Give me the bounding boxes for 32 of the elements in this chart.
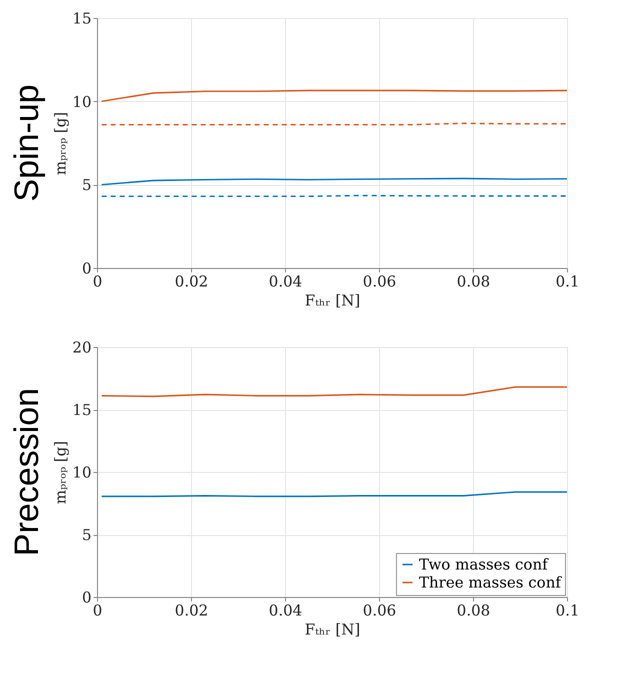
x-tick-label: 0.1	[556, 602, 580, 620]
line-series	[101, 386, 568, 398]
y-tick-label: 0	[82, 260, 92, 278]
legend-label: Two masses conf	[419, 556, 550, 574]
x-axis-title: Fₜₕᵣ [N]	[304, 620, 360, 638]
x-tick-label: 0.08	[456, 602, 490, 620]
line-series	[101, 178, 568, 186]
x-tick-label: 0.08	[456, 272, 490, 290]
x-tick-label: 0.06	[362, 272, 396, 290]
x-tick-label: 0.04	[268, 272, 302, 290]
x-tick-label: 0.1	[556, 272, 580, 290]
y-tick-label: 10	[72, 92, 92, 111]
y-tick-label: 15	[72, 10, 92, 28]
x-tick-label: 0.02	[174, 272, 208, 290]
text: Spin-up	[8, 84, 46, 202]
y-tick-label: 5	[82, 176, 92, 194]
x-tick-label: 0	[92, 272, 102, 290]
x-tick-label: 0.02	[174, 602, 208, 620]
x-tick-label: 0.06	[362, 602, 396, 620]
y-tick-label: 10	[72, 464, 92, 482]
y-tick-label: 15	[72, 401, 92, 419]
y-axis-title: mₚᵣₒₚ [g]	[51, 440, 70, 504]
y-axis-title: mₚᵣₒₚ [g]	[51, 112, 70, 176]
y-tick-label: 0	[82, 588, 92, 606]
legend-label: Three masses conf	[419, 574, 562, 592]
text: Precession	[8, 388, 46, 556]
y-tick-label: 20	[72, 338, 92, 356]
x-axis-title: Fₜₕᵣ [N]	[304, 292, 360, 310]
line-series	[101, 90, 568, 102]
x-tick-label: 0.04	[268, 602, 302, 620]
y-tick-label: 5	[82, 526, 92, 544]
x-tick-label: 0	[92, 602, 102, 620]
